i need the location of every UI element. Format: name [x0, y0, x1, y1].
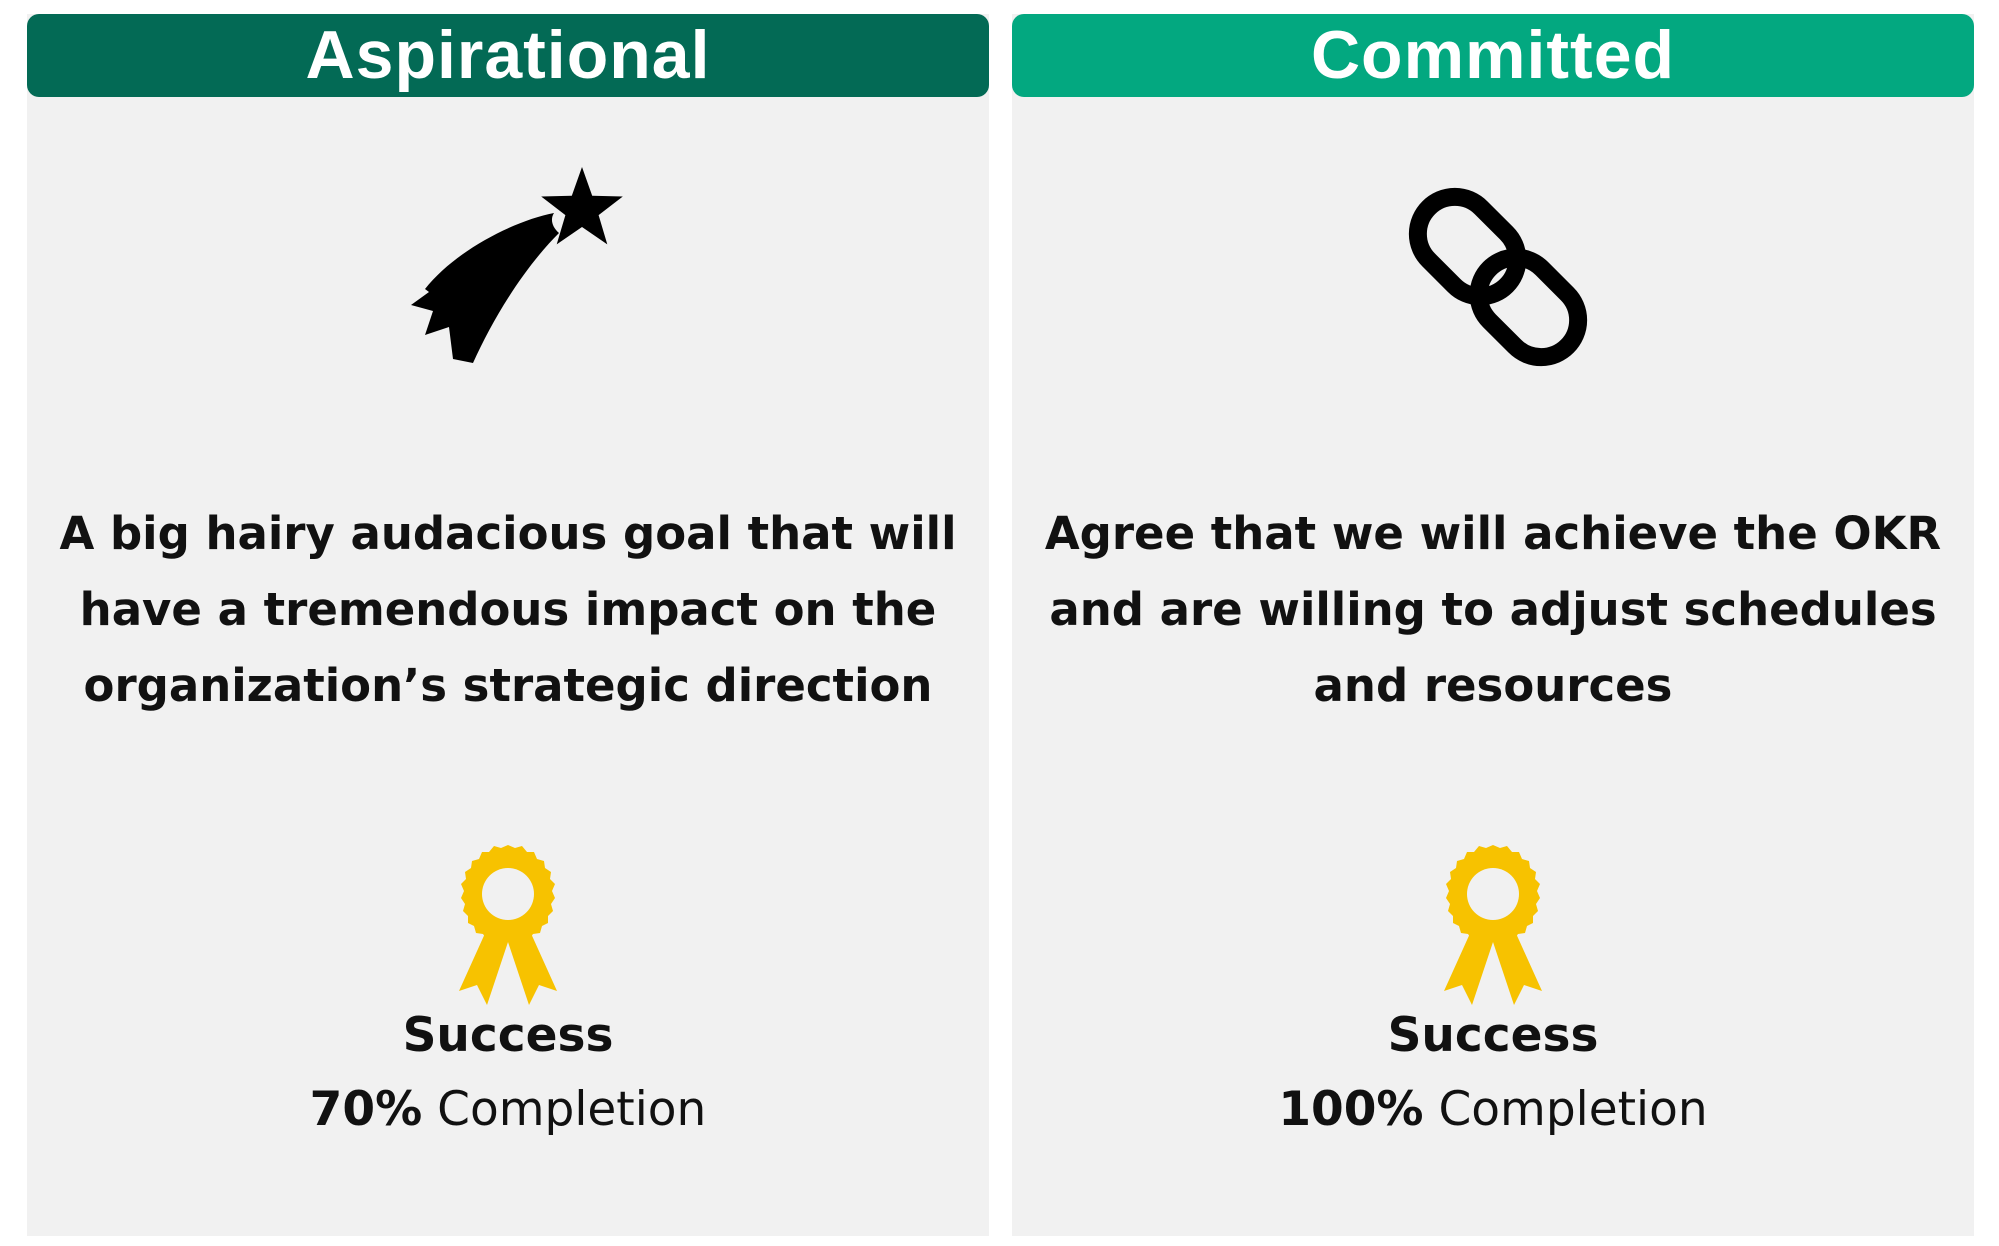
success-label: Success [402, 1008, 614, 1063]
card-aspirational: Aspirational A big hairy audacious goal … [27, 14, 989, 1236]
success-label: Success [1387, 1008, 1599, 1063]
award-ribbon-icon [1444, 845, 1542, 1005]
completion-text: 70% Completion [27, 1080, 989, 1140]
card-header: Aspirational [27, 14, 989, 97]
completion-percent: 100% [1278, 1082, 1424, 1137]
shooting-star-icon [411, 167, 623, 363]
card-title: Aspirational [305, 17, 711, 93]
chain-link-icon [1408, 187, 1588, 367]
completion-percent: 70% [309, 1082, 423, 1137]
card-header: Committed [1012, 14, 1974, 97]
completion-text: 100% Completion [1012, 1080, 1974, 1140]
card-description: A big hairy audacious goal that will hav… [59, 507, 957, 712]
card-title: Committed [1310, 17, 1676, 93]
completion-label: Completion [1438, 1082, 1708, 1137]
card-committed: Committed Agree that we will achieve the… [1012, 14, 1974, 1236]
card-description: Agree that we will achieve the OKR and a… [1044, 507, 1942, 712]
completion-label: Completion [437, 1082, 707, 1137]
award-ribbon-icon [459, 845, 557, 1005]
